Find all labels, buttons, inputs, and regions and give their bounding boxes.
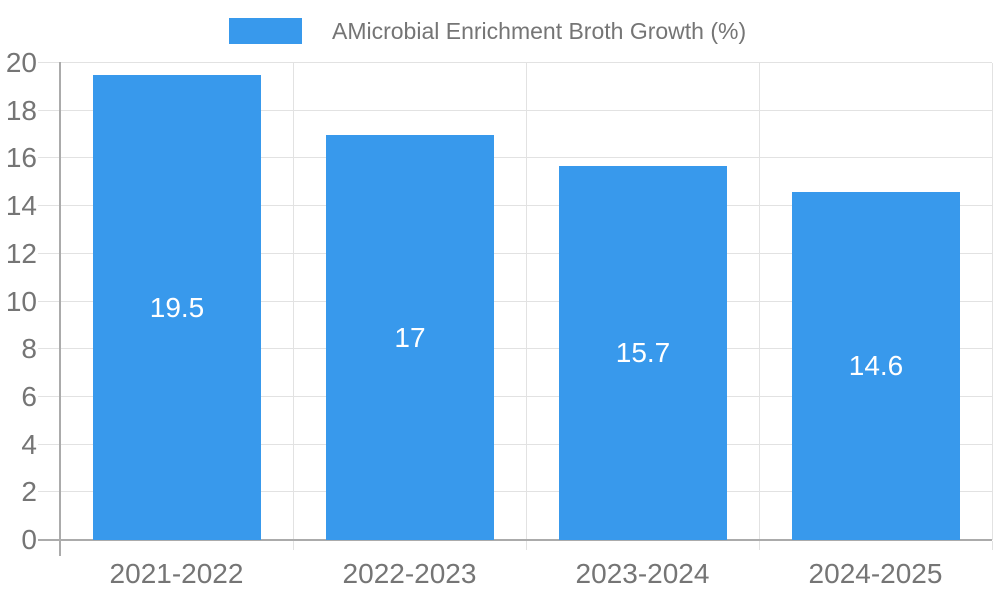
chart-legend: AMicrobial Enrichment Broth Growth (%) bbox=[229, 14, 746, 48]
v-gridline bbox=[759, 63, 760, 540]
h-gridline bbox=[38, 396, 992, 397]
x-axis-label: 2022-2023 bbox=[342, 558, 477, 589]
y-tick-label: 4 bbox=[21, 429, 37, 460]
legend-swatch-icon bbox=[229, 18, 302, 44]
bar-value-label: 17 bbox=[394, 321, 426, 353]
y-axis-line bbox=[59, 62, 61, 556]
y-tick-label: 20 bbox=[5, 47, 37, 78]
h-gridline bbox=[38, 444, 992, 445]
x-axis-tick bbox=[759, 541, 760, 550]
h-gridline bbox=[38, 62, 992, 63]
x-axis-label: 2021-2022 bbox=[109, 558, 244, 589]
h-gridline bbox=[38, 205, 992, 206]
y-tick-label: 0 bbox=[21, 524, 37, 555]
bar-value-label: 15.7 bbox=[615, 337, 671, 368]
h-gridline bbox=[38, 110, 992, 111]
v-gridline bbox=[992, 63, 993, 540]
y-tick-label: 10 bbox=[5, 286, 37, 317]
bar-value-label: 14.6 bbox=[848, 350, 904, 381]
x-axis-line bbox=[38, 539, 992, 541]
y-tick-label: 8 bbox=[21, 333, 37, 364]
h-gridline bbox=[38, 301, 992, 302]
x-axis-label: 2024-2025 bbox=[808, 558, 943, 589]
bar-value-label: 19.5 bbox=[149, 291, 205, 323]
v-gridline bbox=[526, 63, 527, 540]
x-axis-tick bbox=[992, 541, 993, 550]
bar: 19.5 bbox=[93, 75, 261, 540]
y-tick-label: 16 bbox=[5, 142, 37, 173]
legend-label: AMicrobial Enrichment Broth Growth (%) bbox=[332, 18, 747, 44]
bar: 17 bbox=[326, 135, 494, 540]
x-axis-tick bbox=[526, 541, 527, 550]
bar: 14.6 bbox=[792, 192, 960, 540]
y-tick-label: 12 bbox=[5, 238, 37, 269]
y-tick-label: 2 bbox=[21, 476, 37, 507]
v-gridline bbox=[293, 63, 294, 540]
y-tick-label: 6 bbox=[21, 381, 37, 412]
y-tick-label: 14 bbox=[5, 190, 37, 221]
h-gridline bbox=[38, 491, 992, 492]
x-axis-label: 2023-2024 bbox=[575, 558, 710, 589]
x-axis-tick bbox=[293, 541, 294, 550]
h-gridline bbox=[38, 157, 992, 158]
h-gridline bbox=[38, 348, 992, 349]
y-tick-label: 18 bbox=[5, 95, 37, 126]
h-gridline bbox=[38, 253, 992, 254]
bar: 15.7 bbox=[559, 166, 727, 540]
